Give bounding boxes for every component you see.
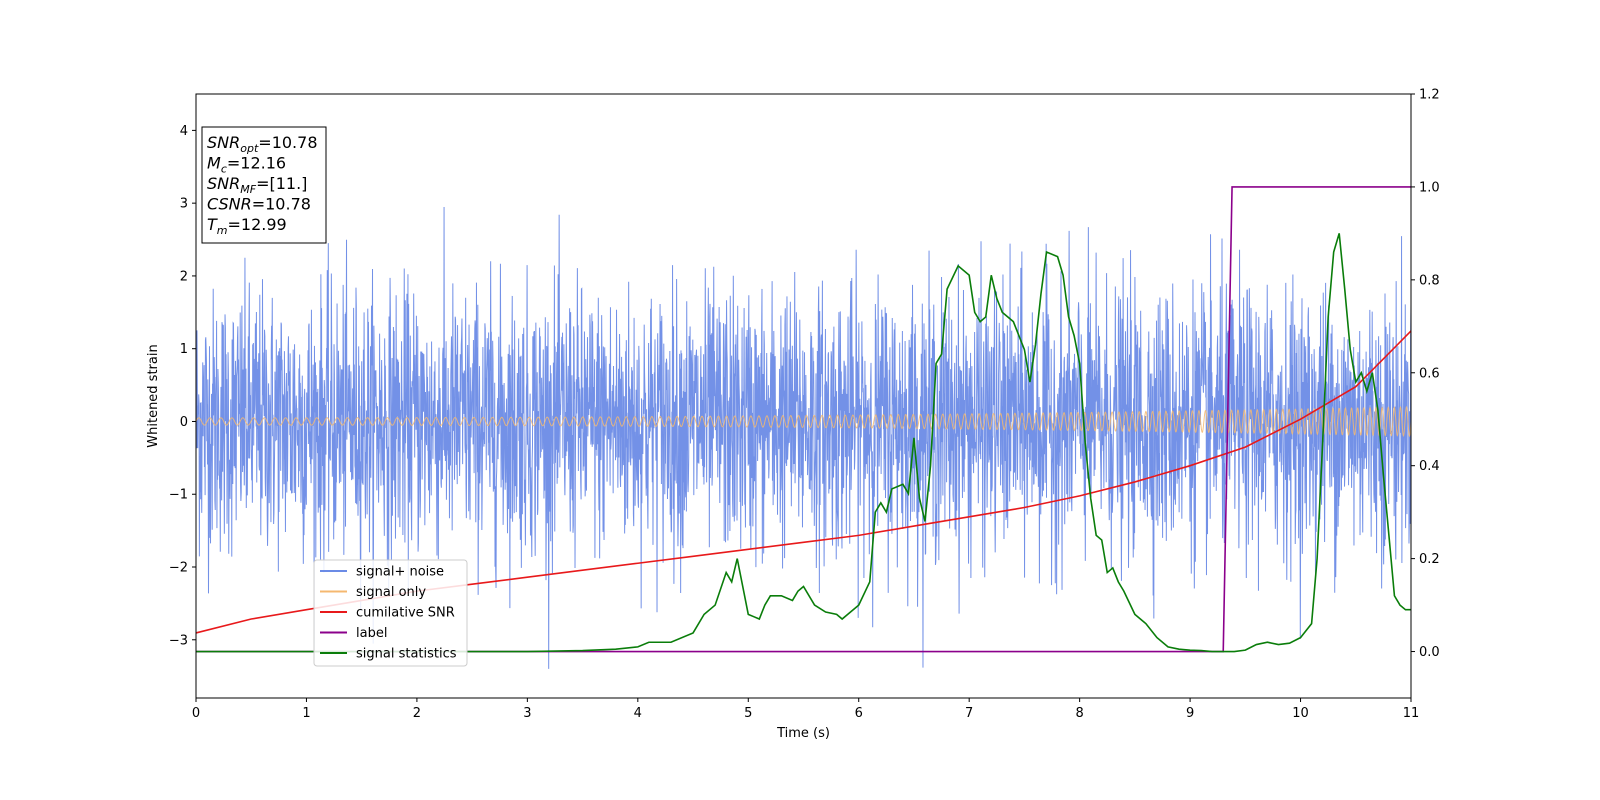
legend-label: signal+ noise [356,565,444,580]
annotation-line: Tm=12.99 [207,215,287,237]
legend-frame [313,559,468,667]
series-label-line [196,186,1411,653]
y-tick-label: 3 [180,197,188,212]
y2-tick-label: 1.0 [1419,180,1440,195]
y2-axis-ticks: 0.0 0.2 0.4 0.6 0.8 1.0 1.2 [1411,88,1440,660]
legend-item: signal+ noise [320,565,444,580]
y2-tick-label: 0.8 [1419,273,1440,288]
y-axis-ticks: −3 −2 −1 0 1 2 3 4 [169,124,196,648]
y2-tick-label: 0.2 [1419,552,1440,567]
annotation-line: SNRopt=10.78 [207,133,318,155]
x-tick-label: 1 [302,706,310,721]
legend-item: signal statistics [320,647,457,662]
y-tick-label: 2 [180,269,188,284]
y-tick-label: 0 [180,415,188,430]
series-signal-only [195,405,1412,438]
x-tick-label: 6 [855,706,863,721]
y-tick-label: 1 [180,342,188,357]
annotation-line: CSNR=10.78 [207,195,311,214]
y-tick-label: 4 [180,124,188,139]
chirp-line [195,405,1412,438]
x-tick-label: 11 [1403,706,1420,721]
y2-tick-label: 0.4 [1419,459,1440,474]
y-axis-label: Whitened strain [146,344,161,447]
legend-label: signal only [356,585,426,600]
x-axis-label: Time (s) [776,726,830,741]
legend: signal+ noise signal only cumilative SNR la… [313,559,468,667]
legend-item: signal only [320,585,426,600]
series-signal-plus-noise [195,206,1412,669]
legend-label: label [356,626,387,641]
legend-item: label [320,626,387,641]
x-tick-label: 5 [744,706,752,721]
stats-annotation-box: SNRopt=10.78Mc=12.16SNRMF=[11.]CSNR=10.7… [201,126,327,244]
series-signal-statistics-line [196,233,1411,653]
legend-label: signal statistics [356,647,457,662]
y-tick-label: −3 [169,633,188,648]
x-tick-label: 3 [523,706,531,721]
y2-tick-label: 1.2 [1419,88,1440,103]
annotation-line: SNRMF=[11.] [207,174,307,196]
y2-tick-label: 0.0 [1419,645,1440,660]
x-tick-label: 10 [1292,706,1309,721]
noise-line [195,206,1412,669]
y2-tick-label: 0.6 [1419,366,1440,381]
x-axis-ticks: 0 1 2 3 4 5 6 7 8 9 10 11 [192,698,1419,721]
x-tick-label: 4 [634,706,642,721]
annotation-frame [201,126,327,244]
x-tick-label: 0 [192,706,200,721]
legend-label: cumilative SNR [356,606,455,621]
x-tick-label: 7 [965,706,973,721]
y-tick-label: −2 [169,561,188,576]
annotation-line: Mc=12.16 [207,154,286,176]
plot-frame [195,93,1412,699]
x-tick-label: 9 [1186,706,1194,721]
legend-item: cumilative SNR [320,606,455,621]
y-tick-label: −1 [169,488,188,503]
x-tick-label: 2 [413,706,421,721]
x-tick-label: 8 [1075,706,1083,721]
